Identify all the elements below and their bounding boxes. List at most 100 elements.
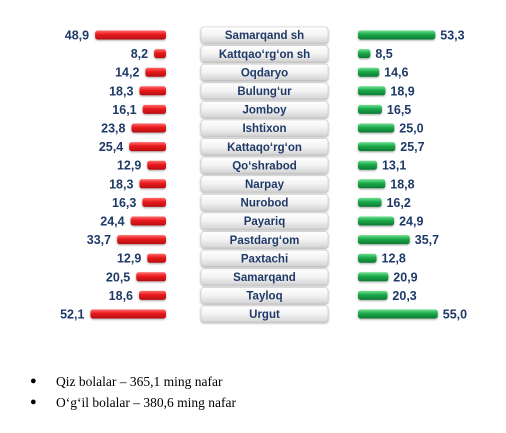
value-label-left-9: 16,3 xyxy=(112,196,136,210)
category-label-10: Payariq xyxy=(244,216,286,228)
bullet-icon: ● xyxy=(30,396,37,408)
legend-item-boys: ● O‘g‘il bolalar – 380,6 ming nafar xyxy=(30,392,236,413)
category-box-13 xyxy=(200,268,329,286)
bar-left-2 xyxy=(145,67,166,77)
bar-left-6 xyxy=(129,142,166,152)
category-box-10 xyxy=(200,212,329,230)
value-label-right-14: 20,3 xyxy=(392,289,416,303)
bar-left-9 xyxy=(142,197,166,207)
value-label-right-3: 18,9 xyxy=(390,84,414,98)
bar-right-8 xyxy=(358,179,386,189)
category-box-3 xyxy=(200,82,329,100)
bar-left-15 xyxy=(90,309,166,319)
bar-left-12 xyxy=(147,253,166,263)
category-label-0: Samarqand sh xyxy=(225,30,304,42)
category-box-6 xyxy=(200,138,329,155)
value-label-right-12: 12,8 xyxy=(382,252,406,266)
bar-right-0 xyxy=(358,30,436,40)
category-label-11: Pastdarg‘om xyxy=(230,235,300,247)
category-box-9 xyxy=(200,194,329,211)
bar-right-11 xyxy=(358,235,410,245)
bar-left-8 xyxy=(139,179,166,189)
legend-text-boys: O‘g‘il bolalar – 380,6 ming nafar xyxy=(56,395,236,410)
bar-left-0 xyxy=(95,30,166,40)
category-box-0 xyxy=(200,26,329,44)
value-label-right-0: 53,3 xyxy=(440,29,464,43)
bar-left-4 xyxy=(142,104,166,114)
category-label-7: Qo‘shrabod xyxy=(232,160,297,172)
value-label-left-4: 16,1 xyxy=(112,103,136,117)
bar-right-12 xyxy=(358,253,377,263)
bar-left-14 xyxy=(139,290,166,300)
category-box-5 xyxy=(200,119,329,137)
value-label-left-12: 12,9 xyxy=(117,252,141,266)
category-box-14 xyxy=(200,287,329,304)
legend-text-girls: Qiz bolalar – 365,1 ming nafar xyxy=(56,374,223,389)
population-chart: 48,9 Samarqand sh 53,3 8,2 Kattqaо‘rg‘on sh 8… xyxy=(60,26,467,323)
category-label-4: Jomboy xyxy=(242,105,287,117)
value-label-left-2: 14,2 xyxy=(115,66,139,80)
value-label-right-15: 55,0 xyxy=(443,308,467,322)
category-label-1: Kattqaо‘rg‘on sh xyxy=(219,49,310,61)
value-label-left-10: 24,4 xyxy=(100,215,124,229)
bar-right-2 xyxy=(358,67,380,77)
value-label-right-2: 14,6 xyxy=(384,66,408,80)
category-label-3: Bulung‘ur xyxy=(237,86,292,98)
category-box-15 xyxy=(200,305,329,323)
bar-right-4 xyxy=(358,104,382,114)
category-label-6: Kattaqo‘rg‘on xyxy=(227,142,302,154)
value-label-left-3: 18,3 xyxy=(109,84,133,98)
bullet-icon: ● xyxy=(30,375,37,387)
category-box-4 xyxy=(200,101,329,118)
bar-left-7 xyxy=(147,160,166,170)
bar-right-7 xyxy=(358,160,377,170)
value-label-right-10: 24,9 xyxy=(399,215,423,229)
bar-right-3 xyxy=(358,86,386,96)
category-box-2 xyxy=(200,63,329,81)
value-label-left-5: 23,8 xyxy=(101,122,125,136)
value-label-left-7: 12,9 xyxy=(117,159,141,173)
bar-left-5 xyxy=(131,123,166,133)
category-box-8 xyxy=(200,175,329,193)
value-label-left-11: 33,7 xyxy=(87,233,111,247)
category-label-2: Oqdaryo xyxy=(241,67,288,79)
value-label-left-13: 20,5 xyxy=(106,270,130,284)
category-box-1 xyxy=(200,45,329,62)
bar-right-10 xyxy=(358,216,395,226)
bar-left-1 xyxy=(154,49,166,59)
value-label-left-14: 18,6 xyxy=(109,289,133,303)
value-label-right-7: 13,1 xyxy=(382,159,406,173)
value-label-right-4: 16,5 xyxy=(387,103,411,117)
category-label-9: Nurobod xyxy=(241,198,289,210)
value-label-right-6: 25,7 xyxy=(400,140,424,154)
value-label-left-1: 8,2 xyxy=(131,47,148,61)
value-label-right-9: 16,2 xyxy=(386,196,410,210)
bar-right-14 xyxy=(358,290,388,300)
bar-left-3 xyxy=(139,86,166,96)
value-label-left-0: 48,9 xyxy=(65,29,89,43)
category-box-11 xyxy=(200,231,329,248)
value-label-right-8: 18,8 xyxy=(390,177,414,191)
value-label-right-13: 20,9 xyxy=(393,270,417,284)
legend-item-girls: ● Qiz bolalar – 365,1 ming nafar xyxy=(30,371,236,392)
bar-right-13 xyxy=(358,272,389,282)
category-label-15: Urgut xyxy=(249,309,280,321)
legend: ● Qiz bolalar – 365,1 ming nafar ● O‘g‘i… xyxy=(30,371,236,413)
bar-right-6 xyxy=(358,142,396,152)
value-label-left-6: 25,4 xyxy=(99,140,123,154)
bar-left-11 xyxy=(117,235,166,245)
bar-left-13 xyxy=(136,272,166,282)
value-label-right-11: 35,7 xyxy=(415,233,439,247)
category-label-5: Ishtixon xyxy=(242,123,286,135)
bar-left-10 xyxy=(130,216,166,226)
bar-right-5 xyxy=(358,123,395,133)
value-label-right-1: 8,5 xyxy=(375,47,392,61)
value-label-left-8: 18,3 xyxy=(109,177,133,191)
value-label-left-15: 52,1 xyxy=(60,308,84,322)
category-label-13: Samarqand xyxy=(233,272,296,284)
category-label-14: Tayloq xyxy=(246,291,282,303)
category-label-8: Narpay xyxy=(245,179,285,191)
category-label-12: Paxtachi xyxy=(241,253,288,265)
category-box-12 xyxy=(200,249,329,267)
bar-right-9 xyxy=(358,197,382,207)
